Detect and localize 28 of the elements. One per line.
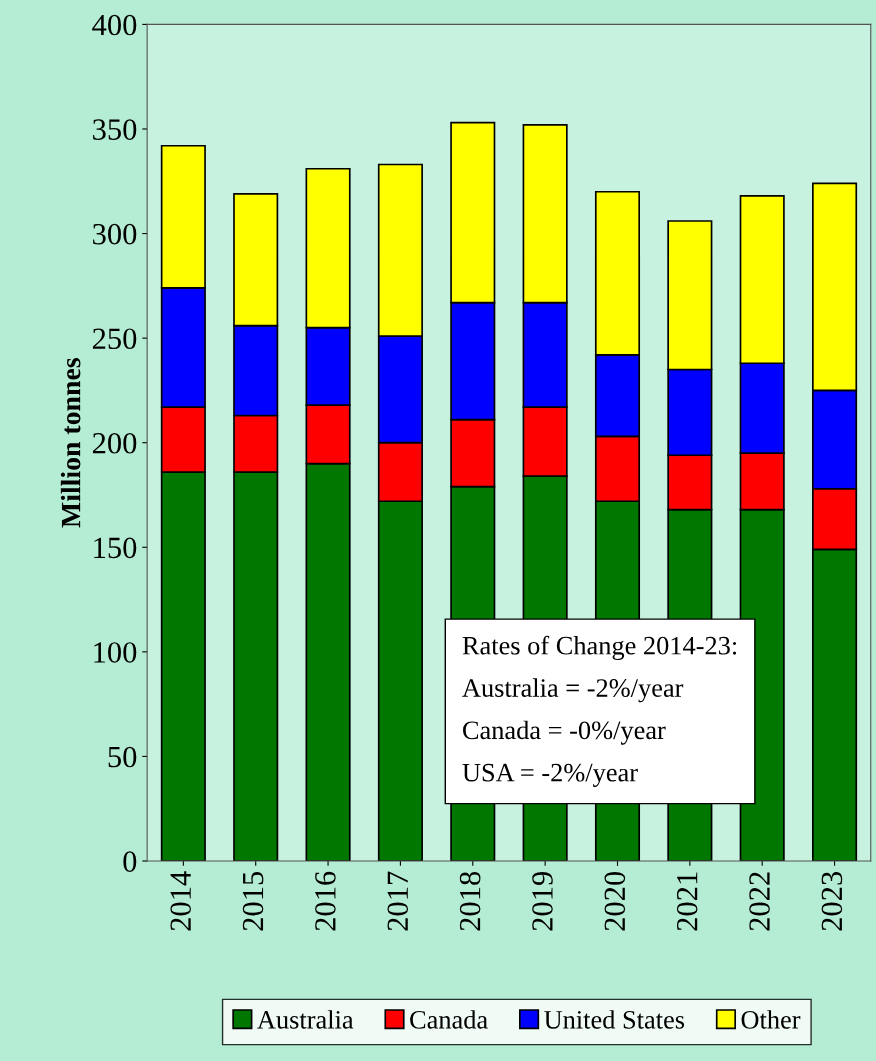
legend-label: Canada: [410, 1010, 488, 1029]
y-tick-label: 300: [93, 223, 137, 245]
legend-label: United States: [544, 1010, 685, 1029]
y-tick-label: 50: [108, 746, 137, 768]
legend-label: Australia: [257, 1010, 354, 1029]
x-tick-label: 2022: [749, 872, 770, 931]
y-tick-label: 400: [92, 14, 137, 36]
x-tick-label: 2018: [459, 871, 481, 931]
annotation: Canada = -0%/year: [463, 720, 666, 745]
y-tick-label: 250: [92, 328, 137, 350]
legend-label: Other: [741, 1010, 801, 1029]
y-tick-label: 0: [123, 851, 137, 872]
x-tick-label: 2016: [315, 871, 336, 931]
annotation: Australia = -2%/year: [462, 678, 684, 703]
y-tick-label: 150: [94, 537, 137, 559]
x-tick-label: 2021: [676, 872, 698, 931]
annotation: USA = -2%/year: [462, 763, 638, 787]
x-tick-label: 2015: [242, 871, 264, 931]
annotation: Rates of Change 2014-23:: [462, 635, 737, 661]
x-tick-label: 2020: [604, 871, 626, 931]
y-tick-label: 350: [93, 119, 137, 140]
x-tick-label: 2019: [532, 871, 553, 931]
x-tick-label: 2017: [387, 871, 409, 931]
x-tick-label: 2014: [170, 871, 191, 931]
x-tick-label: 2023: [821, 871, 843, 931]
y-tick-label: 200: [92, 432, 137, 454]
y-tick-label: 100: [94, 642, 137, 663]
y-axis-title: Million tonnes: [60, 358, 81, 528]
